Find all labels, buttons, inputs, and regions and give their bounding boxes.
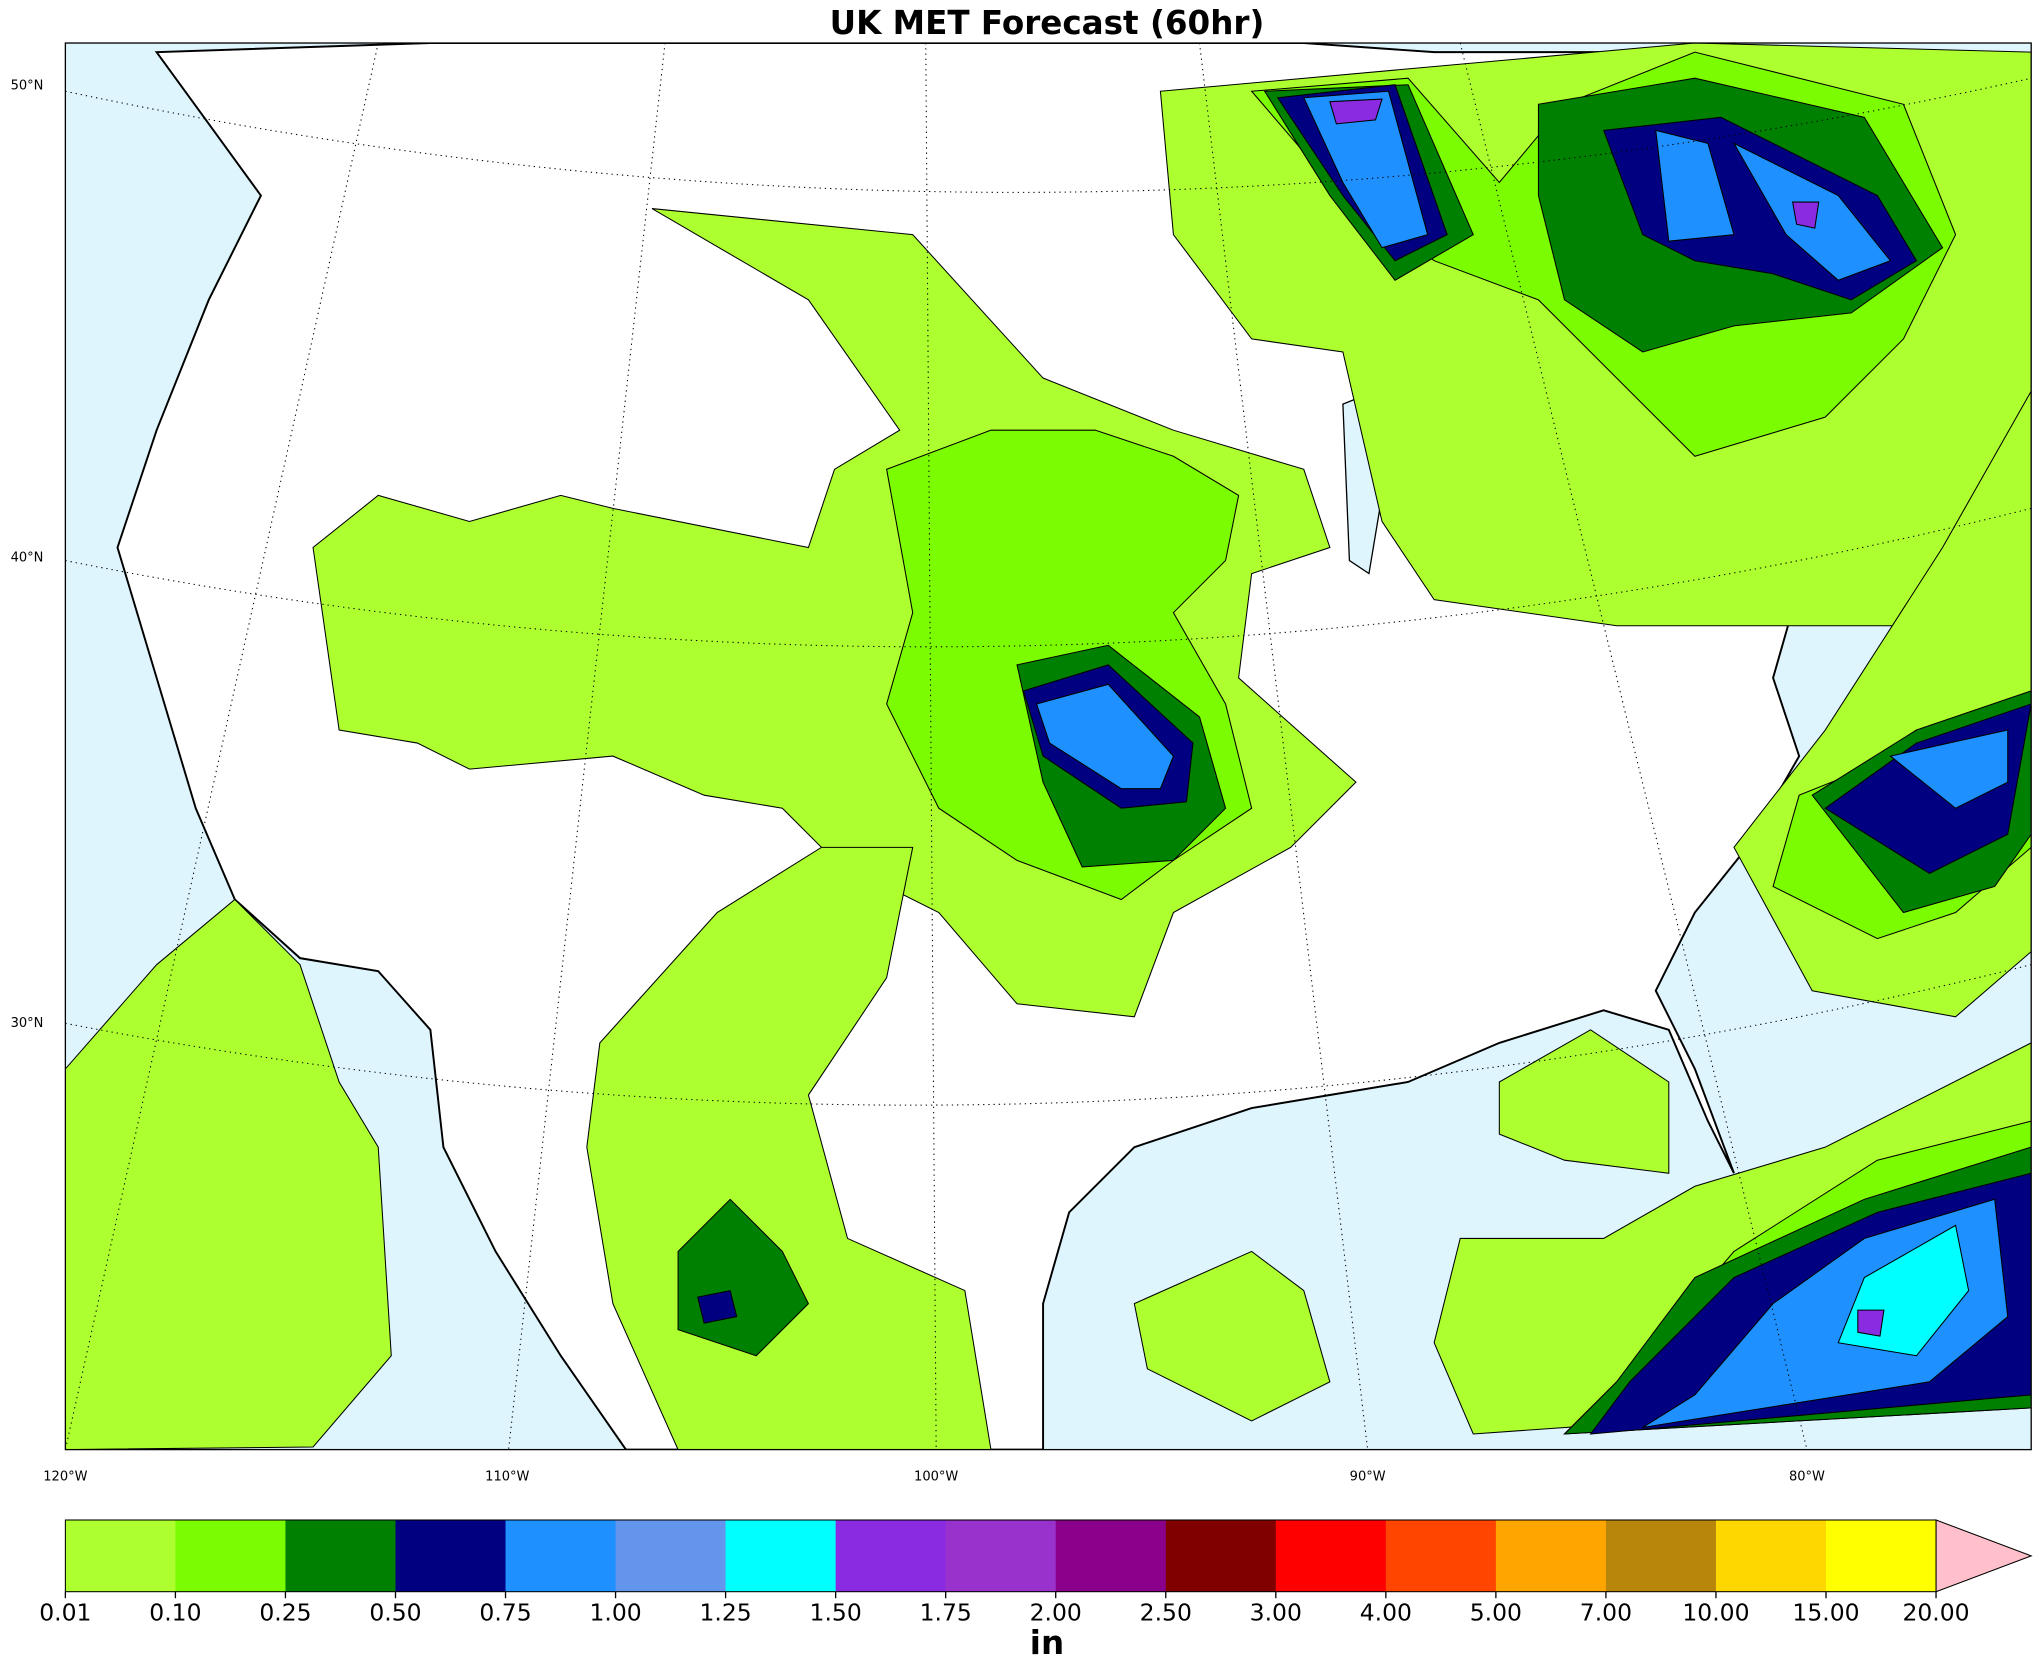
lon-label: 80°W bbox=[1789, 1469, 1825, 1484]
colorbar-segment bbox=[945, 1519, 1057, 1592]
colorbar-tick-label: 15.00 bbox=[1792, 1598, 1859, 1626]
colorbar-tick-label: 20.00 bbox=[1902, 1598, 1969, 1626]
colorbar-tick-label: 2.50 bbox=[1140, 1598, 1192, 1626]
colorbar-tick-label: 7.00 bbox=[1580, 1598, 1632, 1626]
colorbar-extend bbox=[1935, 1519, 2033, 1593]
lat-label: 30°N bbox=[11, 1016, 44, 1031]
colorbar-segment bbox=[395, 1519, 507, 1592]
colorbar-tick-label: 0.01 bbox=[39, 1598, 91, 1626]
colorbar-tick-label: 1.50 bbox=[810, 1598, 862, 1626]
colorbar-tick-label: 0.25 bbox=[259, 1598, 311, 1626]
graticule bbox=[65, 43, 2032, 1450]
precip bbox=[65, 43, 2032, 1450]
colorbar-segment bbox=[505, 1519, 617, 1592]
lat-label: 40°N bbox=[11, 550, 44, 565]
colorbar: 0.01 0.10 0.25 0.50 0.75 1.00 1.25 1.50 1.75 2.00… bbox=[39, 1519, 2033, 1626]
colorbar-label: in bbox=[1030, 1624, 1064, 1662]
lon-label: 90°W bbox=[1350, 1469, 1386, 1484]
colorbar-tick-label: 4.00 bbox=[1360, 1598, 1412, 1626]
colorbar-segment bbox=[1715, 1519, 1827, 1592]
title: UK MET Forecast (60hr) bbox=[830, 4, 1265, 42]
colorbar-segment bbox=[1275, 1519, 1387, 1592]
colorbar-segment bbox=[285, 1519, 397, 1592]
colorbar-segment bbox=[835, 1519, 947, 1592]
lon-label: 120°W bbox=[43, 1469, 87, 1484]
colorbar-segment bbox=[1165, 1519, 1277, 1592]
colorbar-tick-label: 0.10 bbox=[149, 1598, 201, 1626]
colorbar-segment bbox=[1385, 1519, 1497, 1592]
colorbar-tick-label: 0.50 bbox=[369, 1598, 421, 1626]
colorbar-tick-label: 1.25 bbox=[699, 1598, 751, 1626]
colorbar-tick-label: 2.00 bbox=[1030, 1598, 1082, 1626]
colorbar-tick-label: 3.00 bbox=[1250, 1598, 1302, 1626]
colorbar-segment bbox=[1055, 1519, 1167, 1592]
lon-label: 110°W bbox=[485, 1469, 529, 1484]
map: 50°N 40°N 30°N 120°W 110°W 100°W 90°W 80… bbox=[11, 42, 2032, 1484]
colorbar-tick-label: 5.00 bbox=[1470, 1598, 1522, 1626]
colorbar-frame bbox=[64, 1519, 1937, 1593]
colorbar-segment bbox=[725, 1519, 837, 1592]
colorbar-tick-label: 10.00 bbox=[1682, 1598, 1749, 1626]
colorbar-tick-label: 1.75 bbox=[920, 1598, 972, 1626]
lon-label: 100°W bbox=[914, 1469, 958, 1484]
colorbar-segment bbox=[1825, 1519, 1937, 1592]
map-frame bbox=[64, 42, 2032, 1451]
colorbar-segment bbox=[175, 1519, 287, 1592]
colorbar-tick-label: 1.00 bbox=[589, 1598, 641, 1626]
colorbar-segment bbox=[65, 1519, 177, 1592]
colorbar-segment bbox=[1605, 1519, 1717, 1592]
lat-label: 50°N bbox=[11, 79, 44, 94]
colorbar-tick-label: 0.75 bbox=[479, 1598, 531, 1626]
colorbar-segment bbox=[1495, 1519, 1607, 1592]
colorbar-segment bbox=[615, 1519, 727, 1592]
